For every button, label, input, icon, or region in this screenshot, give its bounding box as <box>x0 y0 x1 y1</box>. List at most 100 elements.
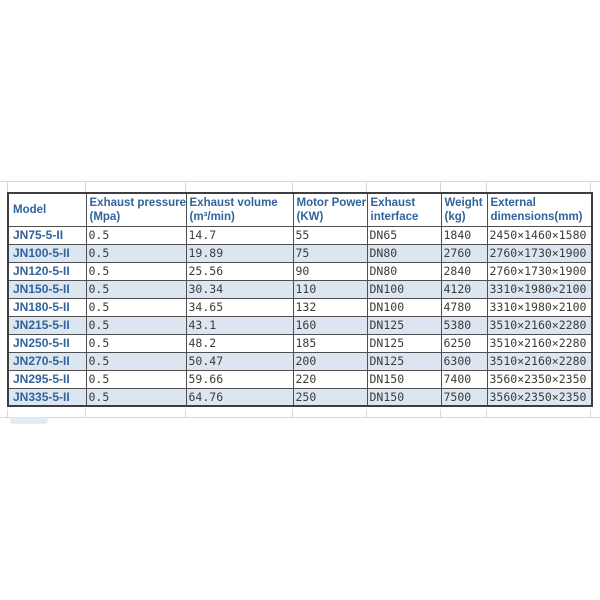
table-row: JN250-5-II 0.5 48.2 185 DN125 6250 3510×… <box>7 333 593 353</box>
cell-pressure: 0.5 <box>85 369 187 389</box>
header-weight: Weight (kg) <box>440 192 488 227</box>
cell-weight: 5380 <box>440 315 488 335</box>
gridline-tick <box>366 181 367 192</box>
gridline-tick <box>85 181 86 192</box>
header-label: Weight <box>444 197 483 209</box>
table-row: JN150-5-II 0.5 30.34 110 DN100 4120 3310… <box>7 279 593 299</box>
cell-volume: 19.89 <box>185 243 294 263</box>
header-label: Model <box>13 203 47 216</box>
header-motor-power: Motor Power (KW) <box>292 192 368 227</box>
cell-dimensions: 2760×1730×1900 <box>486 261 593 281</box>
cell-weight: 7400 <box>440 369 488 389</box>
header-label: Exhaust pressure <box>89 197 186 209</box>
cell-pressure: 0.5 <box>85 225 187 245</box>
cell-volume: 59.66 <box>185 369 294 389</box>
spec-table: Model Exhaust pressure (Mpa) Exhaust volu… <box>7 192 593 407</box>
cell-model: JN335-5-II <box>7 387 87 407</box>
gridline-tick <box>486 409 487 417</box>
cell-volume: 25.56 <box>185 261 294 281</box>
gridline-tick <box>590 409 591 417</box>
cell-pressure: 0.5 <box>85 333 187 353</box>
cell-dimensions: 2760×1730×1900 <box>486 243 593 263</box>
cell-pressure: 0.5 <box>85 243 187 263</box>
header-unit: (KW) <box>296 211 324 223</box>
cell-dimensions: 3510×2160×2280 <box>486 351 593 371</box>
header-label: Exhaust <box>370 197 416 209</box>
cell-dimensions: 3510×2160×2280 <box>486 315 593 335</box>
header-unit: (Mpa) <box>89 211 121 223</box>
spec-table-container: Model Exhaust pressure (Mpa) Exhaust volu… <box>7 192 593 407</box>
cell-volume: 30.34 <box>185 279 294 299</box>
cell-pressure: 0.5 <box>85 279 187 299</box>
cell-pressure: 0.5 <box>85 315 187 335</box>
gridline-tick <box>7 181 8 192</box>
cell-weight: 4780 <box>440 297 488 317</box>
cell-interface: DN150 <box>366 387 442 407</box>
cell-interface: DN125 <box>366 315 442 335</box>
table-row: JN75-5-II 0.5 14.7 55 DN65 1840 2450×146… <box>7 225 593 245</box>
cell-power: 185 <box>292 333 368 353</box>
cell-power: 250 <box>292 387 368 407</box>
header-label: External <box>490 197 536 209</box>
cell-model: JN270-5-II <box>7 351 87 371</box>
header-model: Model <box>7 192 87 227</box>
cell-power: 132 <box>292 297 368 317</box>
cell-pressure: 0.5 <box>85 387 187 407</box>
gridline-remnant-top <box>0 181 600 182</box>
table-row: JN215-5-II 0.5 43.1 160 DN125 5380 3510×… <box>7 315 593 335</box>
header-unit: (kg) <box>444 211 466 223</box>
cell-model: JN180-5-II <box>7 297 87 317</box>
gridline-tick <box>440 181 441 192</box>
cell-model: JN150-5-II <box>7 279 87 299</box>
table-header: Model Exhaust pressure (Mpa) Exhaust volu… <box>7 192 593 227</box>
cell-power: 160 <box>292 315 368 335</box>
cell-dimensions: 3510×2160×2280 <box>486 333 593 353</box>
cell-interface: DN80 <box>366 243 442 263</box>
row-remnant-smudge <box>10 417 48 424</box>
cell-dimensions: 3560×2350×2350 <box>486 387 593 407</box>
cell-weight: 2760 <box>440 243 488 263</box>
cell-volume: 43.1 <box>185 315 294 335</box>
cell-interface: DN65 <box>366 225 442 245</box>
cell-weight: 6300 <box>440 351 488 371</box>
cell-weight: 6250 <box>440 333 488 353</box>
cell-weight: 1840 <box>440 225 488 245</box>
cell-volume: 14.7 <box>185 225 294 245</box>
cell-model: JN75-5-II <box>7 225 87 245</box>
cell-model: JN215-5-II <box>7 315 87 335</box>
cell-volume: 34.65 <box>185 297 294 317</box>
cell-dimensions: 2450×1460×1580 <box>486 225 593 245</box>
gridline-tick <box>7 409 8 417</box>
table-row: JN295-5-II 0.5 59.66 220 DN150 7400 3560… <box>7 369 593 389</box>
cell-model: JN100-5-II <box>7 243 87 263</box>
cell-power: 110 <box>292 279 368 299</box>
header-exhaust-interface: Exhaust interface <box>366 192 442 227</box>
cell-pressure: 0.5 <box>85 351 187 371</box>
cell-power: 200 <box>292 351 368 371</box>
header-label: dimensions(mm) <box>490 211 583 223</box>
header-row: Model Exhaust pressure (Mpa) Exhaust volu… <box>7 192 593 227</box>
cell-interface: DN125 <box>366 351 442 371</box>
gridline-tick <box>185 409 186 417</box>
cell-volume: 64.76 <box>185 387 294 407</box>
header-label: Exhaust volume <box>189 197 278 209</box>
cell-dimensions: 3310×1980×2100 <box>486 279 593 299</box>
gridline-tick <box>85 409 86 417</box>
header-label: Motor Power <box>296 197 367 209</box>
cell-interface: DN150 <box>366 369 442 389</box>
cell-power: 220 <box>292 369 368 389</box>
cell-pressure: 0.5 <box>85 261 187 281</box>
cell-model: JN295-5-II <box>7 369 87 389</box>
header-label: interface <box>370 211 419 223</box>
header-exhaust-pressure: Exhaust pressure (Mpa) <box>85 192 187 227</box>
cell-power: 75 <box>292 243 368 263</box>
cell-model: JN250-5-II <box>7 333 87 353</box>
cell-interface: DN100 <box>366 279 442 299</box>
gridline-tick <box>292 181 293 192</box>
table-row: JN270-5-II 0.5 50.47 200 DN125 6300 3510… <box>7 351 593 371</box>
gridline-tick <box>292 409 293 417</box>
cell-power: 90 <box>292 261 368 281</box>
cell-interface: DN100 <box>366 297 442 317</box>
table-row: JN180-5-II 0.5 34.65 132 DN100 4780 3310… <box>7 297 593 317</box>
cell-pressure: 0.5 <box>85 297 187 317</box>
